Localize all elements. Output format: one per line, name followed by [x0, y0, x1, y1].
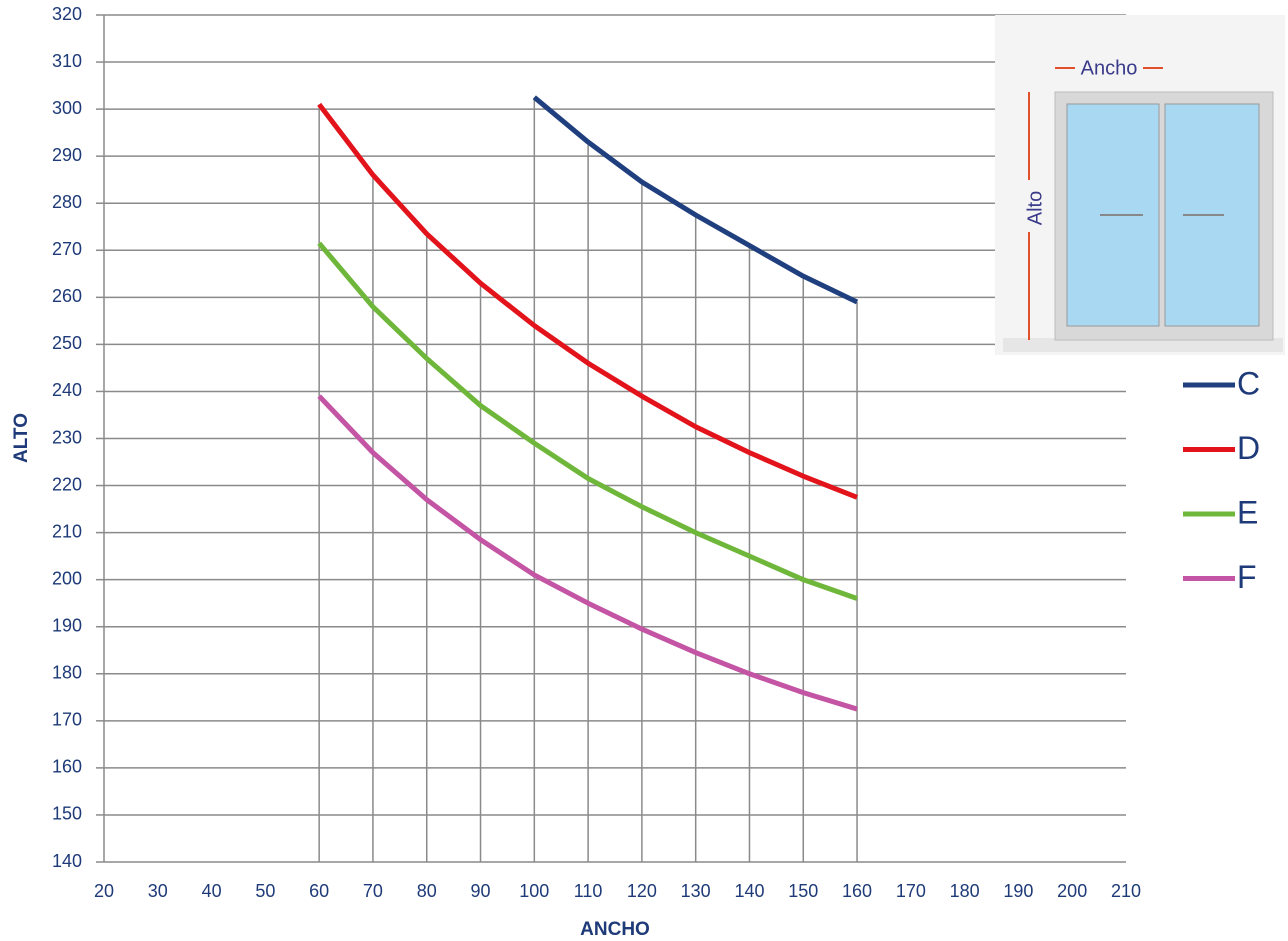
x-tick-label: 80 [417, 881, 437, 901]
x-tick-label: 200 [1057, 881, 1087, 901]
x-tick-label: 20 [94, 881, 114, 901]
y-tick-label: 150 [52, 804, 82, 824]
x-tick-label: 170 [896, 881, 926, 901]
x-tick-label: 50 [255, 881, 275, 901]
y-tick-label: 280 [52, 192, 82, 212]
inset-floor [1003, 338, 1283, 352]
y-tick-label: 190 [52, 615, 82, 635]
label-bg [1075, 58, 1143, 80]
x-tick-label: 180 [950, 881, 980, 901]
x-tick-label: 120 [627, 881, 657, 901]
label-bg [1018, 180, 1040, 232]
y-tick-label: 320 [52, 4, 82, 24]
x-tick-label: 190 [1003, 881, 1033, 901]
inset-height-label: Alto [1024, 191, 1046, 225]
y-tick-label: 230 [52, 427, 82, 447]
y-tick-label: 270 [52, 239, 82, 259]
x-tick-label: 140 [734, 881, 764, 901]
y-tick-label: 300 [52, 98, 82, 118]
x-tick-label: 100 [519, 881, 549, 901]
line-series [532, 95, 859, 305]
y-tick-label: 260 [52, 286, 82, 306]
y-tick-label: 140 [52, 851, 82, 871]
x-tick-label: 70 [363, 881, 383, 901]
x-tick-label: 150 [788, 881, 818, 901]
x-tick-label: 210 [1111, 881, 1141, 901]
y-tick-label: 250 [52, 333, 82, 353]
y-tick-label: 290 [52, 145, 82, 165]
legend-label: F [1237, 559, 1257, 595]
x-tick-label: 130 [681, 881, 711, 901]
y-axis-title: ALTO [11, 413, 32, 463]
y-tick-label: 180 [52, 663, 82, 683]
line-series [317, 241, 858, 601]
x-tick-label: 110 [574, 881, 603, 901]
y-tick-label: 210 [52, 521, 82, 541]
y-tick-label: 200 [52, 568, 82, 588]
x-tick-label: 30 [148, 881, 168, 901]
legend-label: C [1237, 365, 1260, 401]
inset-window: Ancho Alto [995, 15, 1285, 355]
legend-label: E [1237, 494, 1258, 530]
inset-width-label: Ancho [1081, 57, 1138, 79]
line-series [317, 102, 858, 500]
x-tick-label: 60 [309, 881, 329, 901]
y-tick-label: 170 [52, 710, 82, 730]
x-tick-label: 40 [202, 881, 222, 901]
legend-label: D [1237, 430, 1260, 466]
x-tick-label: 160 [842, 881, 872, 901]
plot: 140 150 160 170 180 190 200 210 220 230 240 250 260 2… [52, 4, 1141, 901]
line-series [317, 394, 858, 712]
y-tick-label: 160 [52, 757, 82, 777]
y-tick-label: 220 [52, 474, 82, 494]
y-tick-label: 310 [52, 51, 82, 71]
x-tick-label: 90 [471, 881, 491, 901]
x-axis-title: ANCHO [580, 919, 650, 940]
y-tick-label: 240 [52, 380, 82, 400]
